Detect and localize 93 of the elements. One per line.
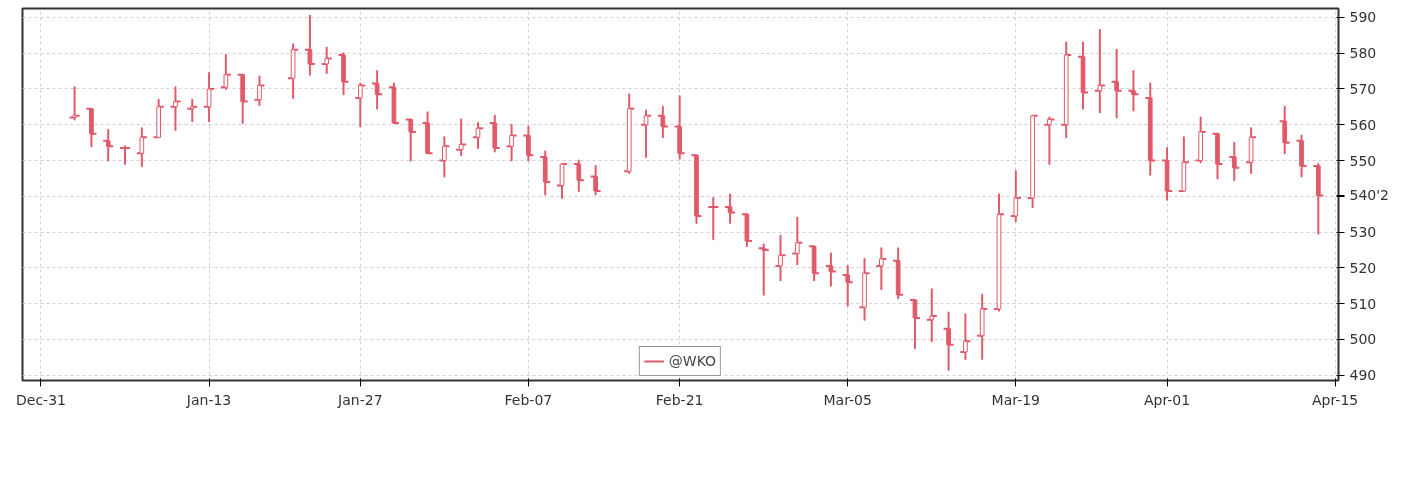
candlestick <box>337 52 350 96</box>
candlestick <box>555 163 569 200</box>
candlestick <box>1060 41 1073 139</box>
candlestick <box>522 125 535 162</box>
y-tick-label: 530 <box>1349 224 1377 241</box>
x-tick-label: Dec-31 <box>16 391 66 408</box>
x-tick-label: Jan-13 <box>185 391 232 408</box>
candlestick <box>236 73 249 124</box>
candlestick <box>673 95 686 160</box>
candlestick <box>858 257 871 321</box>
candlestick <box>1076 41 1090 110</box>
candlestick <box>1161 147 1174 201</box>
candlestick <box>152 98 165 139</box>
candlestick <box>892 247 905 300</box>
candlestick <box>623 93 636 175</box>
candlestick <box>589 164 602 196</box>
candlestick <box>102 129 115 162</box>
candlestick <box>1177 136 1190 192</box>
candlestick <box>303 14 316 76</box>
candlestick <box>169 86 182 132</box>
candlestick <box>1194 116 1207 164</box>
candlestick <box>774 234 787 282</box>
x-tick-label: Apr-01 <box>1143 391 1191 408</box>
candlestick <box>976 293 989 361</box>
candlestick <box>471 121 485 149</box>
candlestick <box>908 299 921 350</box>
candlestick <box>186 98 199 123</box>
x-tick-label: Feb-21 <box>655 391 704 408</box>
candlestick <box>135 127 148 167</box>
candlestick <box>791 216 804 266</box>
x-tick-label: Jan-27 <box>337 391 383 408</box>
candlestick <box>1026 114 1039 209</box>
candlestick <box>707 197 720 241</box>
candlestick <box>690 154 703 225</box>
candlestick <box>1312 163 1325 235</box>
candlestick <box>942 311 955 371</box>
candlestick <box>740 213 753 248</box>
y-tick-label: 570 <box>1349 80 1377 97</box>
x-tick-label: Feb-07 <box>504 391 553 408</box>
candlestick <box>68 86 81 121</box>
y-tick-label: 550 <box>1349 152 1377 169</box>
candlestick <box>219 54 232 90</box>
candlestick <box>875 247 888 291</box>
candlestick <box>1043 116 1056 166</box>
candlestick <box>85 107 98 148</box>
y-tick-label: 560 <box>1349 116 1377 133</box>
candlestick <box>505 123 518 162</box>
candlestick <box>1228 141 1241 182</box>
candlestick <box>992 193 1006 312</box>
candlestick <box>421 111 434 155</box>
candlestick <box>841 265 854 307</box>
y-tick-label: 490 <box>1349 367 1377 384</box>
legend-label: @WKO <box>668 353 717 369</box>
candlestick <box>757 243 770 296</box>
candlestick <box>539 150 552 196</box>
candlestick <box>1211 132 1224 180</box>
candlestick <box>656 105 669 139</box>
candlestick <box>287 43 300 99</box>
candlestick <box>354 82 367 128</box>
candlestick <box>488 114 501 153</box>
candlestick <box>387 82 400 124</box>
candlestick <box>1295 134 1308 178</box>
text: 540'2 <box>1349 187 1389 204</box>
candlestick <box>572 159 585 192</box>
candlestick <box>1245 127 1258 175</box>
candlestick <box>925 288 938 343</box>
candlestick <box>640 109 653 158</box>
x-tick-label: Apr-15 <box>1312 391 1359 408</box>
y-tick-label: 520 <box>1349 259 1377 276</box>
candlestick <box>1144 82 1157 176</box>
candlestick <box>203 71 216 123</box>
x-tick-label: Mar-05 <box>823 391 872 408</box>
y-tick-label: 500 <box>1349 331 1377 348</box>
candlestick <box>824 252 837 287</box>
candlestick <box>959 313 972 361</box>
x-tick-label: Mar-19 <box>991 391 1040 408</box>
candlestick <box>1009 170 1022 223</box>
candlestick <box>404 118 417 162</box>
candlestick <box>118 145 132 166</box>
candlestick <box>808 245 821 282</box>
candlestick <box>438 136 451 178</box>
y-tick-label: 590 <box>1349 9 1377 26</box>
candlestick <box>320 46 333 74</box>
candlestick <box>724 193 737 225</box>
y-tick-label: 510 <box>1349 295 1377 312</box>
candlestick <box>253 75 266 107</box>
candlestick <box>455 118 468 157</box>
candlestick <box>1110 48 1123 119</box>
candlestick <box>1278 105 1291 155</box>
y-tick-label: 580 <box>1349 45 1377 62</box>
candlestick <box>371 70 384 110</box>
candlestick <box>1093 28 1106 114</box>
candlestick <box>1127 70 1140 112</box>
